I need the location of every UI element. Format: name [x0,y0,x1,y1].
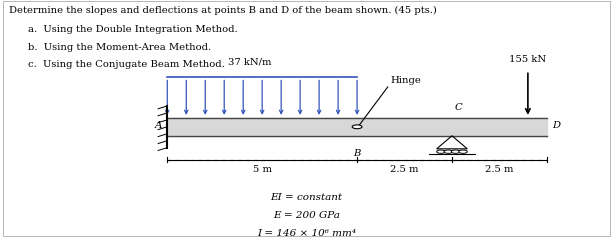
Circle shape [444,150,452,153]
Text: C: C [455,103,463,112]
Text: 37 kN/m: 37 kN/m [228,58,272,67]
Circle shape [459,150,467,153]
Text: I = 146 × 10⁶ mm⁴: I = 146 × 10⁶ mm⁴ [257,229,356,237]
Circle shape [436,150,445,153]
Text: Determine the slopes and deflections at points B and D of the beam shown. (45 pt: Determine the slopes and deflections at … [9,6,437,15]
Text: Hinge: Hinge [391,76,422,85]
Text: c.  Using the Conjugate Beam Method.: c. Using the Conjugate Beam Method. [28,60,224,69]
Text: 2.5 m: 2.5 m [485,165,514,174]
Text: 2.5 m: 2.5 m [390,165,419,174]
Text: a.  Using the Double Integration Method.: a. Using the Double Integration Method. [28,25,237,34]
Circle shape [352,125,362,129]
Text: b.  Using the Moment-Area Method.: b. Using the Moment-Area Method. [28,43,211,52]
Text: A: A [155,121,162,130]
Text: EI = constant: EI = constant [270,193,343,202]
Circle shape [451,150,460,153]
Text: E = 200 GPa: E = 200 GPa [273,211,340,220]
Text: 155 kN: 155 kN [509,55,546,64]
Text: B: B [353,149,361,158]
Bar [167,118,547,136]
Text: 5 m: 5 m [253,165,272,174]
Text: D: D [552,121,560,130]
